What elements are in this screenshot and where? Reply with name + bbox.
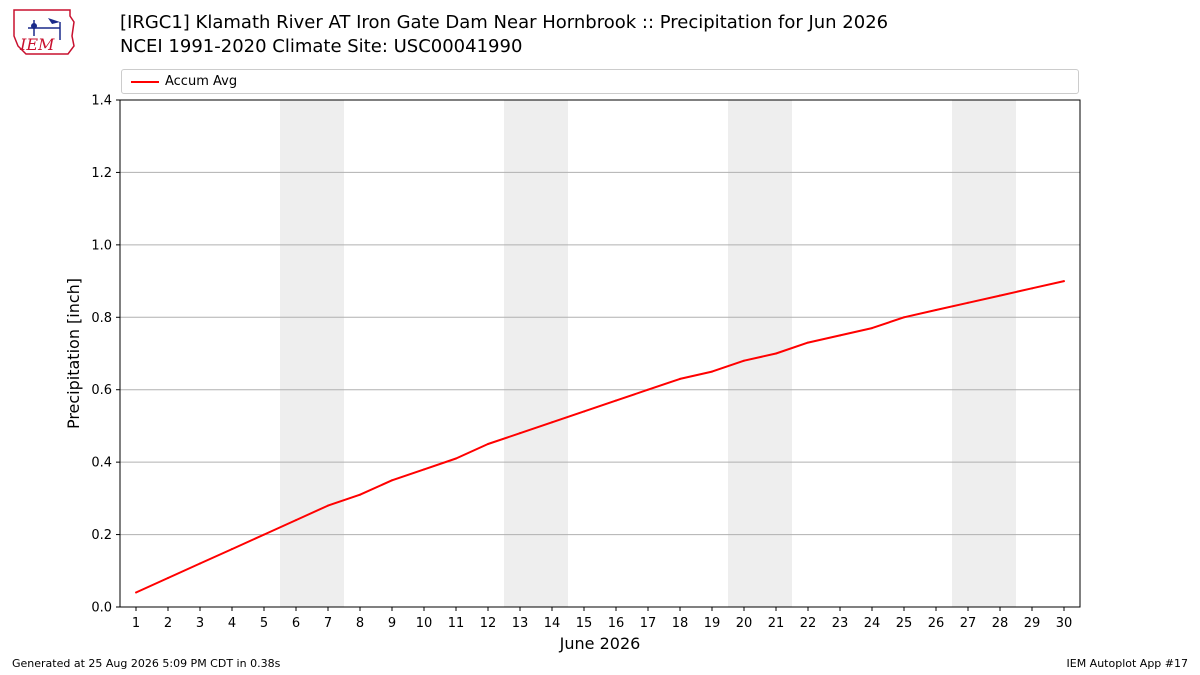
- data-point-day-28: [999, 294, 1001, 297]
- data-point-day-6: [295, 519, 297, 522]
- plot-frame: [119, 99, 1081, 608]
- y-tick-label-4: 0.8: [91, 311, 112, 326]
- weekend-band-1: [280, 100, 344, 607]
- x-tick-label-30: 30: [1056, 616, 1073, 631]
- x-tick-label-8: 8: [356, 616, 364, 631]
- iem-logo: IEM: [8, 6, 80, 58]
- y-tick-label-1: 0.2: [91, 528, 112, 543]
- data-point-day-18: [679, 377, 681, 380]
- x-tick-label-15: 15: [576, 616, 593, 631]
- data-point-day-20: [743, 359, 745, 362]
- legend-label-accum-avg: Accum Avg: [165, 74, 238, 89]
- data-point-day-8: [359, 493, 361, 496]
- data-point-day-13: [519, 432, 521, 435]
- x-tick-label-18: 18: [672, 616, 689, 631]
- x-tick-label-10: 10: [416, 616, 433, 631]
- data-point-day-1: [135, 591, 137, 594]
- footer-generated: Generated at 25 Aug 2026 5:09 PM CDT in …: [12, 657, 281, 670]
- x-tick-label-1: 1: [132, 616, 140, 631]
- weekend-band-4: [952, 100, 1016, 607]
- series-line-accum-avg: [135, 280, 1065, 594]
- x-tick-label-2: 2: [164, 616, 172, 631]
- legend-swatch-accum-avg: [131, 81, 159, 83]
- y-tick-label-3: 0.6: [91, 383, 112, 398]
- y-tick-label-2: 0.4: [91, 456, 112, 471]
- data-point-day-14: [551, 421, 553, 424]
- y-axis-label: Precipitation [inch]: [64, 278, 83, 429]
- data-point-day-12: [487, 443, 489, 446]
- x-tick-label-28: 28: [992, 616, 1009, 631]
- y-tick-label-0: 0.0: [91, 601, 112, 616]
- footer-app: IEM Autoplot App #17: [1066, 657, 1189, 670]
- data-point-day-3: [199, 562, 201, 565]
- chart-subtitle: NCEI 1991-2020 Climate Site: USC00041990: [120, 36, 523, 57]
- y-tick-label-7: 1.4: [91, 94, 112, 109]
- x-tick-label-4: 4: [228, 616, 236, 631]
- data-point-day-5: [263, 533, 265, 536]
- data-point-day-2: [167, 577, 169, 580]
- x-tick-label-25: 25: [896, 616, 913, 631]
- data-point-day-25: [903, 316, 905, 319]
- legend: Accum Avg: [121, 69, 1079, 94]
- x-tick-label-20: 20: [736, 616, 753, 631]
- x-tick-label-16: 16: [608, 616, 625, 631]
- data-point-day-22: [807, 341, 809, 344]
- x-tick-label-22: 22: [800, 616, 817, 631]
- data-point-day-11: [455, 457, 457, 460]
- data-point-day-4: [231, 548, 233, 551]
- data-point-day-10: [423, 468, 425, 471]
- x-tick-label-26: 26: [928, 616, 945, 631]
- data-point-day-9: [391, 479, 393, 482]
- weekend-band-2: [504, 100, 568, 607]
- x-tick-label-29: 29: [1024, 616, 1041, 631]
- chart-title: [IRGC1] Klamath River AT Iron Gate Dam N…: [120, 12, 889, 33]
- data-point-day-21: [775, 352, 777, 355]
- data-point-day-24: [871, 327, 873, 330]
- x-tick-label-27: 27: [960, 616, 977, 631]
- x-tick-label-14: 14: [544, 616, 561, 631]
- x-tick-label-6: 6: [292, 616, 300, 631]
- x-tick-label-7: 7: [324, 616, 332, 631]
- data-point-day-27: [967, 301, 969, 304]
- x-tick-label-17: 17: [640, 616, 657, 631]
- x-tick-label-21: 21: [768, 616, 785, 631]
- data-point-day-19: [711, 370, 713, 373]
- svg-text:IEM: IEM: [19, 35, 55, 54]
- x-axis-label: June 2026: [559, 634, 641, 653]
- data-point-day-29: [1031, 287, 1033, 290]
- x-tick-label-23: 23: [832, 616, 849, 631]
- data-point-day-30: [1063, 280, 1065, 283]
- x-tick-label-11: 11: [448, 616, 465, 631]
- x-tick-label-5: 5: [260, 616, 268, 631]
- x-tick-label-24: 24: [864, 616, 881, 631]
- data-point-day-23: [839, 334, 841, 337]
- y-tick-label-5: 1.0: [91, 238, 112, 253]
- data-point-day-16: [615, 399, 617, 402]
- data-point-day-7: [327, 504, 329, 507]
- data-point-day-26: [935, 309, 937, 312]
- x-tick-label-12: 12: [480, 616, 497, 631]
- data-point-day-15: [583, 410, 585, 413]
- y-tick-label-6: 1.2: [91, 166, 112, 181]
- x-tick-label-3: 3: [196, 616, 204, 631]
- x-tick-label-9: 9: [388, 616, 396, 631]
- x-tick-label-19: 19: [704, 616, 721, 631]
- data-point-day-17: [647, 388, 649, 391]
- weekend-band-3: [728, 100, 792, 607]
- x-tick-label-13: 13: [512, 616, 529, 631]
